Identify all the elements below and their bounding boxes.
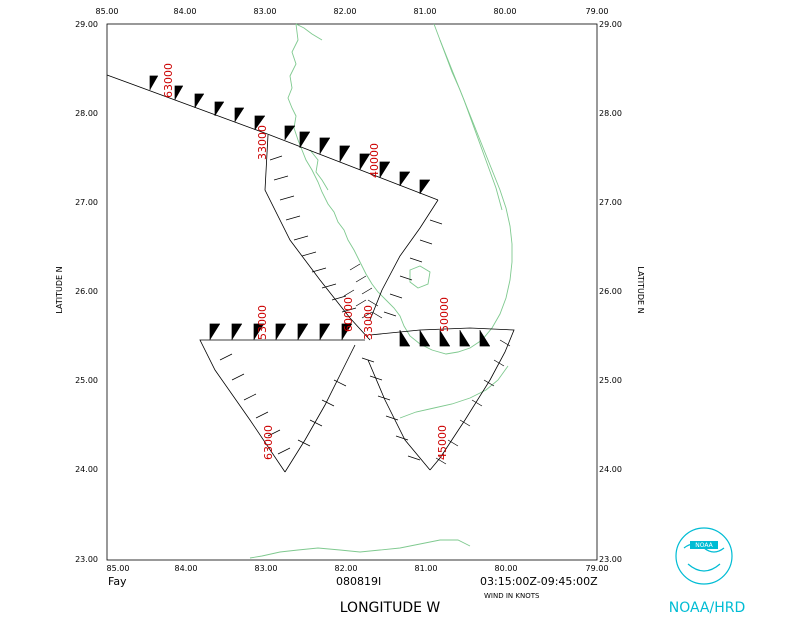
track-leg-2 — [369, 199, 439, 321]
altitude-label: 60000 — [342, 297, 355, 332]
right-tick-27: 27.00 — [599, 198, 622, 207]
top-tick-85: 85.00 — [96, 7, 119, 16]
track-leg-5 — [367, 359, 431, 471]
units-note: WIND IN KNOTS — [484, 592, 540, 600]
top-tick-84: 84.00 — [174, 7, 197, 16]
bottom-coast — [249, 539, 471, 559]
right-latitude-ticks: 29.00 28.00 27.00 26.00 25.00 24.00 23.0… — [599, 20, 622, 564]
top-tick-81: 81.00 — [414, 7, 437, 16]
right-tick-24: 24.00 — [599, 465, 622, 474]
florida-west-coast — [287, 23, 513, 355]
left-latitude-title: LATITUDE N — [55, 266, 64, 313]
time-range: 03:15:00Z-09:45:00Z — [480, 575, 598, 588]
florida-inner-coast — [439, 39, 503, 211]
left-tick-23: 23.00 — [75, 555, 98, 564]
storm-name: Fay — [108, 575, 127, 588]
left-tick-29: 29.00 — [75, 20, 98, 29]
plot-frame — [106, 23, 598, 561]
left-tick-25: 25.00 — [75, 376, 98, 385]
right-latitude-title: LATITUDE N — [636, 266, 645, 313]
barbs-leg-3 — [383, 219, 443, 317]
keys-arc — [399, 365, 509, 419]
date-code: 080819I — [336, 575, 381, 588]
barbs-leg-6 — [399, 330, 511, 465]
left-tick-27: 27.00 — [75, 198, 98, 207]
coastline — [249, 23, 513, 559]
track-leg-1 — [106, 74, 439, 201]
right-tick-23: 23.00 — [599, 555, 622, 564]
noaa-logo: NOAA — [675, 527, 733, 585]
top-tick-79: 79.00 — [586, 7, 609, 16]
bottom-tick-79: 79.00 — [586, 564, 609, 573]
logo-ring — [675, 527, 733, 585]
altitude-label: 63000 — [262, 425, 275, 460]
bottom-tick-84: 84.00 — [175, 564, 198, 573]
bottom-tick-83: 83.00 — [255, 564, 278, 573]
tampa-bay — [309, 149, 329, 191]
barbs-leg-7 — [361, 357, 421, 461]
logo-label: NOAA/HRD — [669, 600, 746, 616]
barbs-leg-5 — [219, 353, 347, 455]
bottom-tick-82: 82.00 — [335, 564, 358, 573]
altitude-label: 33000 — [256, 125, 269, 160]
altitude-label: 50000 — [438, 297, 451, 332]
bottom-tick-81: 81.00 — [415, 564, 438, 573]
altitude-label: 63000 — [162, 63, 175, 98]
track-leg-4 — [369, 327, 515, 471]
top-tick-83: 83.00 — [254, 7, 277, 16]
left-tick-26: 26.00 — [75, 287, 98, 296]
track-leg-7 — [284, 344, 356, 473]
top-tick-82: 82.00 — [334, 7, 357, 16]
altitude-label: 53000 — [256, 305, 269, 340]
lake-okeechobee — [409, 265, 431, 289]
left-tick-24: 24.00 — [75, 465, 98, 474]
right-tick-25: 25.00 — [599, 376, 622, 385]
barbs-leg-4 — [209, 323, 352, 340]
logo-mark-bg — [690, 541, 718, 549]
right-tick-29: 29.00 — [599, 20, 622, 29]
track-leg-3 — [264, 134, 371, 341]
top-tick-80: 80.00 — [494, 7, 517, 16]
altitude-label: 45000 — [436, 425, 449, 460]
left-tick-28: 28.00 — [75, 109, 98, 118]
bottom-longitude-ticks: 85.00 84.00 83.00 82.00 81.00 80.00 79.0… — [107, 564, 609, 573]
altitude-labels: 63000 33000 40000 53000 50000 63000 4500… — [162, 63, 451, 460]
bottom-tick-80: 80.00 — [495, 564, 518, 573]
right-tick-28: 28.00 — [599, 109, 622, 118]
north-coast — [295, 23, 323, 41]
altitude-label: 40000 — [368, 143, 381, 178]
right-tick-26: 26.00 — [599, 287, 622, 296]
longitude-title: LONGITUDE W — [340, 600, 441, 616]
logo-mark: NOAA — [695, 542, 713, 549]
barbs-center-cluster — [343, 263, 383, 319]
logo-bird-icon — [687, 563, 721, 572]
top-longitude-ticks: 85.00 84.00 83.00 82.00 81.00 80.00 79.0… — [96, 7, 609, 16]
altitude-label: 33000 — [362, 305, 375, 340]
track-leg-6 — [199, 339, 365, 473]
barbs-leg-1 — [149, 75, 430, 194]
bottom-tick-85: 85.00 — [107, 564, 130, 573]
barbs-leg-2 — [269, 155, 357, 313]
left-latitude-ticks: 29.00 28.00 27.00 26.00 25.00 24.00 23.0… — [75, 20, 98, 564]
wind-barbs — [149, 75, 511, 465]
flight-track — [106, 74, 515, 473]
